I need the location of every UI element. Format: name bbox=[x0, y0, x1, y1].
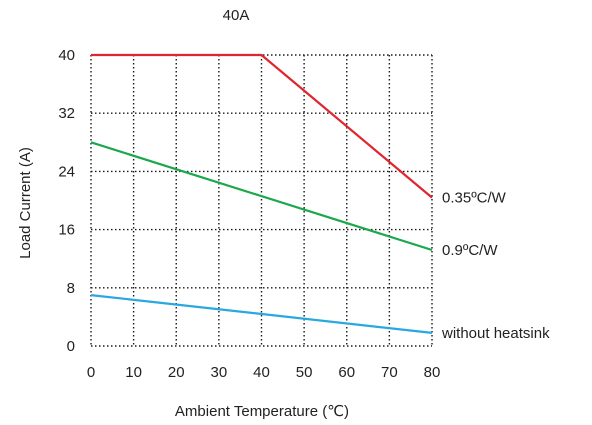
series-line-2 bbox=[90, 141, 433, 252]
x-tick-label: 30 bbox=[211, 364, 228, 381]
y-tick-label: 16 bbox=[58, 222, 75, 239]
y-tick-label: 40 bbox=[58, 47, 75, 64]
series-label-2: 0.9ºC/W bbox=[442, 242, 498, 259]
series-line-1 bbox=[91, 53, 433, 199]
x-tick-label: 20 bbox=[168, 364, 185, 381]
y-tick-label: 32 bbox=[58, 105, 75, 122]
x-tick-label: 10 bbox=[125, 364, 142, 381]
x-tick-label: 70 bbox=[381, 364, 398, 381]
series-labels: 0.35ºC/W 0.9ºC/W without heatsink bbox=[441, 190, 550, 342]
series-label-3: without heatsink bbox=[441, 325, 550, 342]
grid-lines bbox=[90, 54, 433, 347]
x-tick-label: 50 bbox=[296, 364, 313, 381]
series-label-1: 0.35ºC/W bbox=[442, 190, 507, 207]
y-tick-label: 8 bbox=[67, 280, 75, 297]
x-tick-label: 80 bbox=[424, 364, 441, 381]
series-lines bbox=[90, 53, 433, 334]
x-tick-label: 40 bbox=[253, 364, 270, 381]
x-tick-labels: 0 10 20 30 40 50 60 70 80 bbox=[87, 364, 441, 381]
x-tick-label: 60 bbox=[338, 364, 355, 381]
y-tick-label: 24 bbox=[58, 163, 75, 180]
y-tick-labels: 0 8 16 24 32 40 bbox=[58, 47, 75, 355]
x-axis-title: Ambient Temperature (℃) bbox=[175, 403, 349, 420]
chart-title: 40A bbox=[223, 7, 250, 24]
series-line-3 bbox=[90, 294, 433, 334]
x-tick-label: 0 bbox=[87, 364, 95, 381]
y-axis-title: Load Current (A) bbox=[17, 147, 34, 259]
y-tick-label: 0 bbox=[67, 338, 75, 355]
